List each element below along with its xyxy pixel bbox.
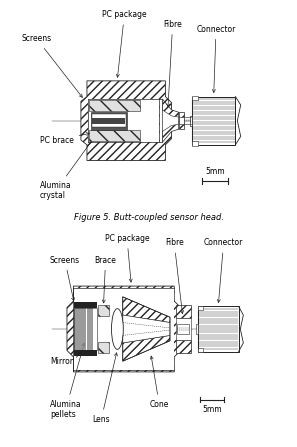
Text: PC package: PC package	[105, 234, 149, 282]
Ellipse shape	[111, 308, 123, 350]
Text: Fibre: Fibre	[165, 238, 184, 314]
Polygon shape	[123, 315, 170, 343]
Bar	[179, 117, 184, 124]
Polygon shape	[162, 110, 179, 131]
Polygon shape	[67, 286, 181, 372]
Text: Lens: Lens	[92, 353, 117, 424]
Bar	[196, 324, 198, 334]
Bar	[98, 305, 109, 316]
Bar	[159, 99, 162, 143]
Text: Fibre: Fibre	[163, 20, 182, 107]
Text: Brace: Brace	[95, 256, 116, 303]
Polygon shape	[162, 99, 179, 143]
Bar	[89, 131, 140, 141]
Text: 5mm: 5mm	[205, 167, 225, 176]
Text: 5mm: 5mm	[202, 405, 222, 414]
Bar	[192, 97, 236, 145]
Text: Mirror: Mirror	[50, 354, 79, 366]
Bar	[198, 307, 238, 351]
Bar	[190, 116, 192, 126]
Bar	[74, 288, 174, 370]
Polygon shape	[123, 335, 170, 361]
Bar	[176, 318, 191, 340]
Bar	[176, 340, 191, 353]
Bar	[179, 121, 184, 129]
Text: PC package: PC package	[102, 10, 147, 77]
Bar	[74, 350, 97, 356]
Text: Cone: Cone	[150, 356, 169, 409]
Bar	[179, 112, 184, 121]
Bar	[88, 99, 159, 143]
Bar	[198, 306, 203, 310]
Bar	[176, 305, 191, 318]
Text: Alumina
crystal: Alumina crystal	[40, 132, 98, 200]
Text: Screens: Screens	[50, 256, 80, 301]
Text: Connector: Connector	[196, 25, 236, 93]
Polygon shape	[123, 297, 170, 323]
Bar	[192, 96, 198, 100]
Bar	[91, 111, 127, 130]
Bar	[98, 342, 109, 353]
Bar	[92, 118, 125, 123]
Text: Connector: Connector	[204, 238, 243, 303]
Bar	[177, 324, 189, 334]
Text: Screens: Screens	[22, 34, 82, 97]
Bar	[198, 348, 203, 352]
Bar	[74, 308, 97, 350]
Bar	[192, 141, 198, 146]
Bar	[74, 302, 97, 308]
Bar	[89, 100, 140, 111]
Text: PC brace: PC brace	[40, 133, 89, 144]
Text: Alumina
pellets: Alumina pellets	[50, 343, 85, 419]
Polygon shape	[81, 81, 171, 160]
Text: Figure 5. Butt-coupled sensor head.: Figure 5. Butt-coupled sensor head.	[73, 213, 224, 222]
Bar	[92, 114, 126, 127]
